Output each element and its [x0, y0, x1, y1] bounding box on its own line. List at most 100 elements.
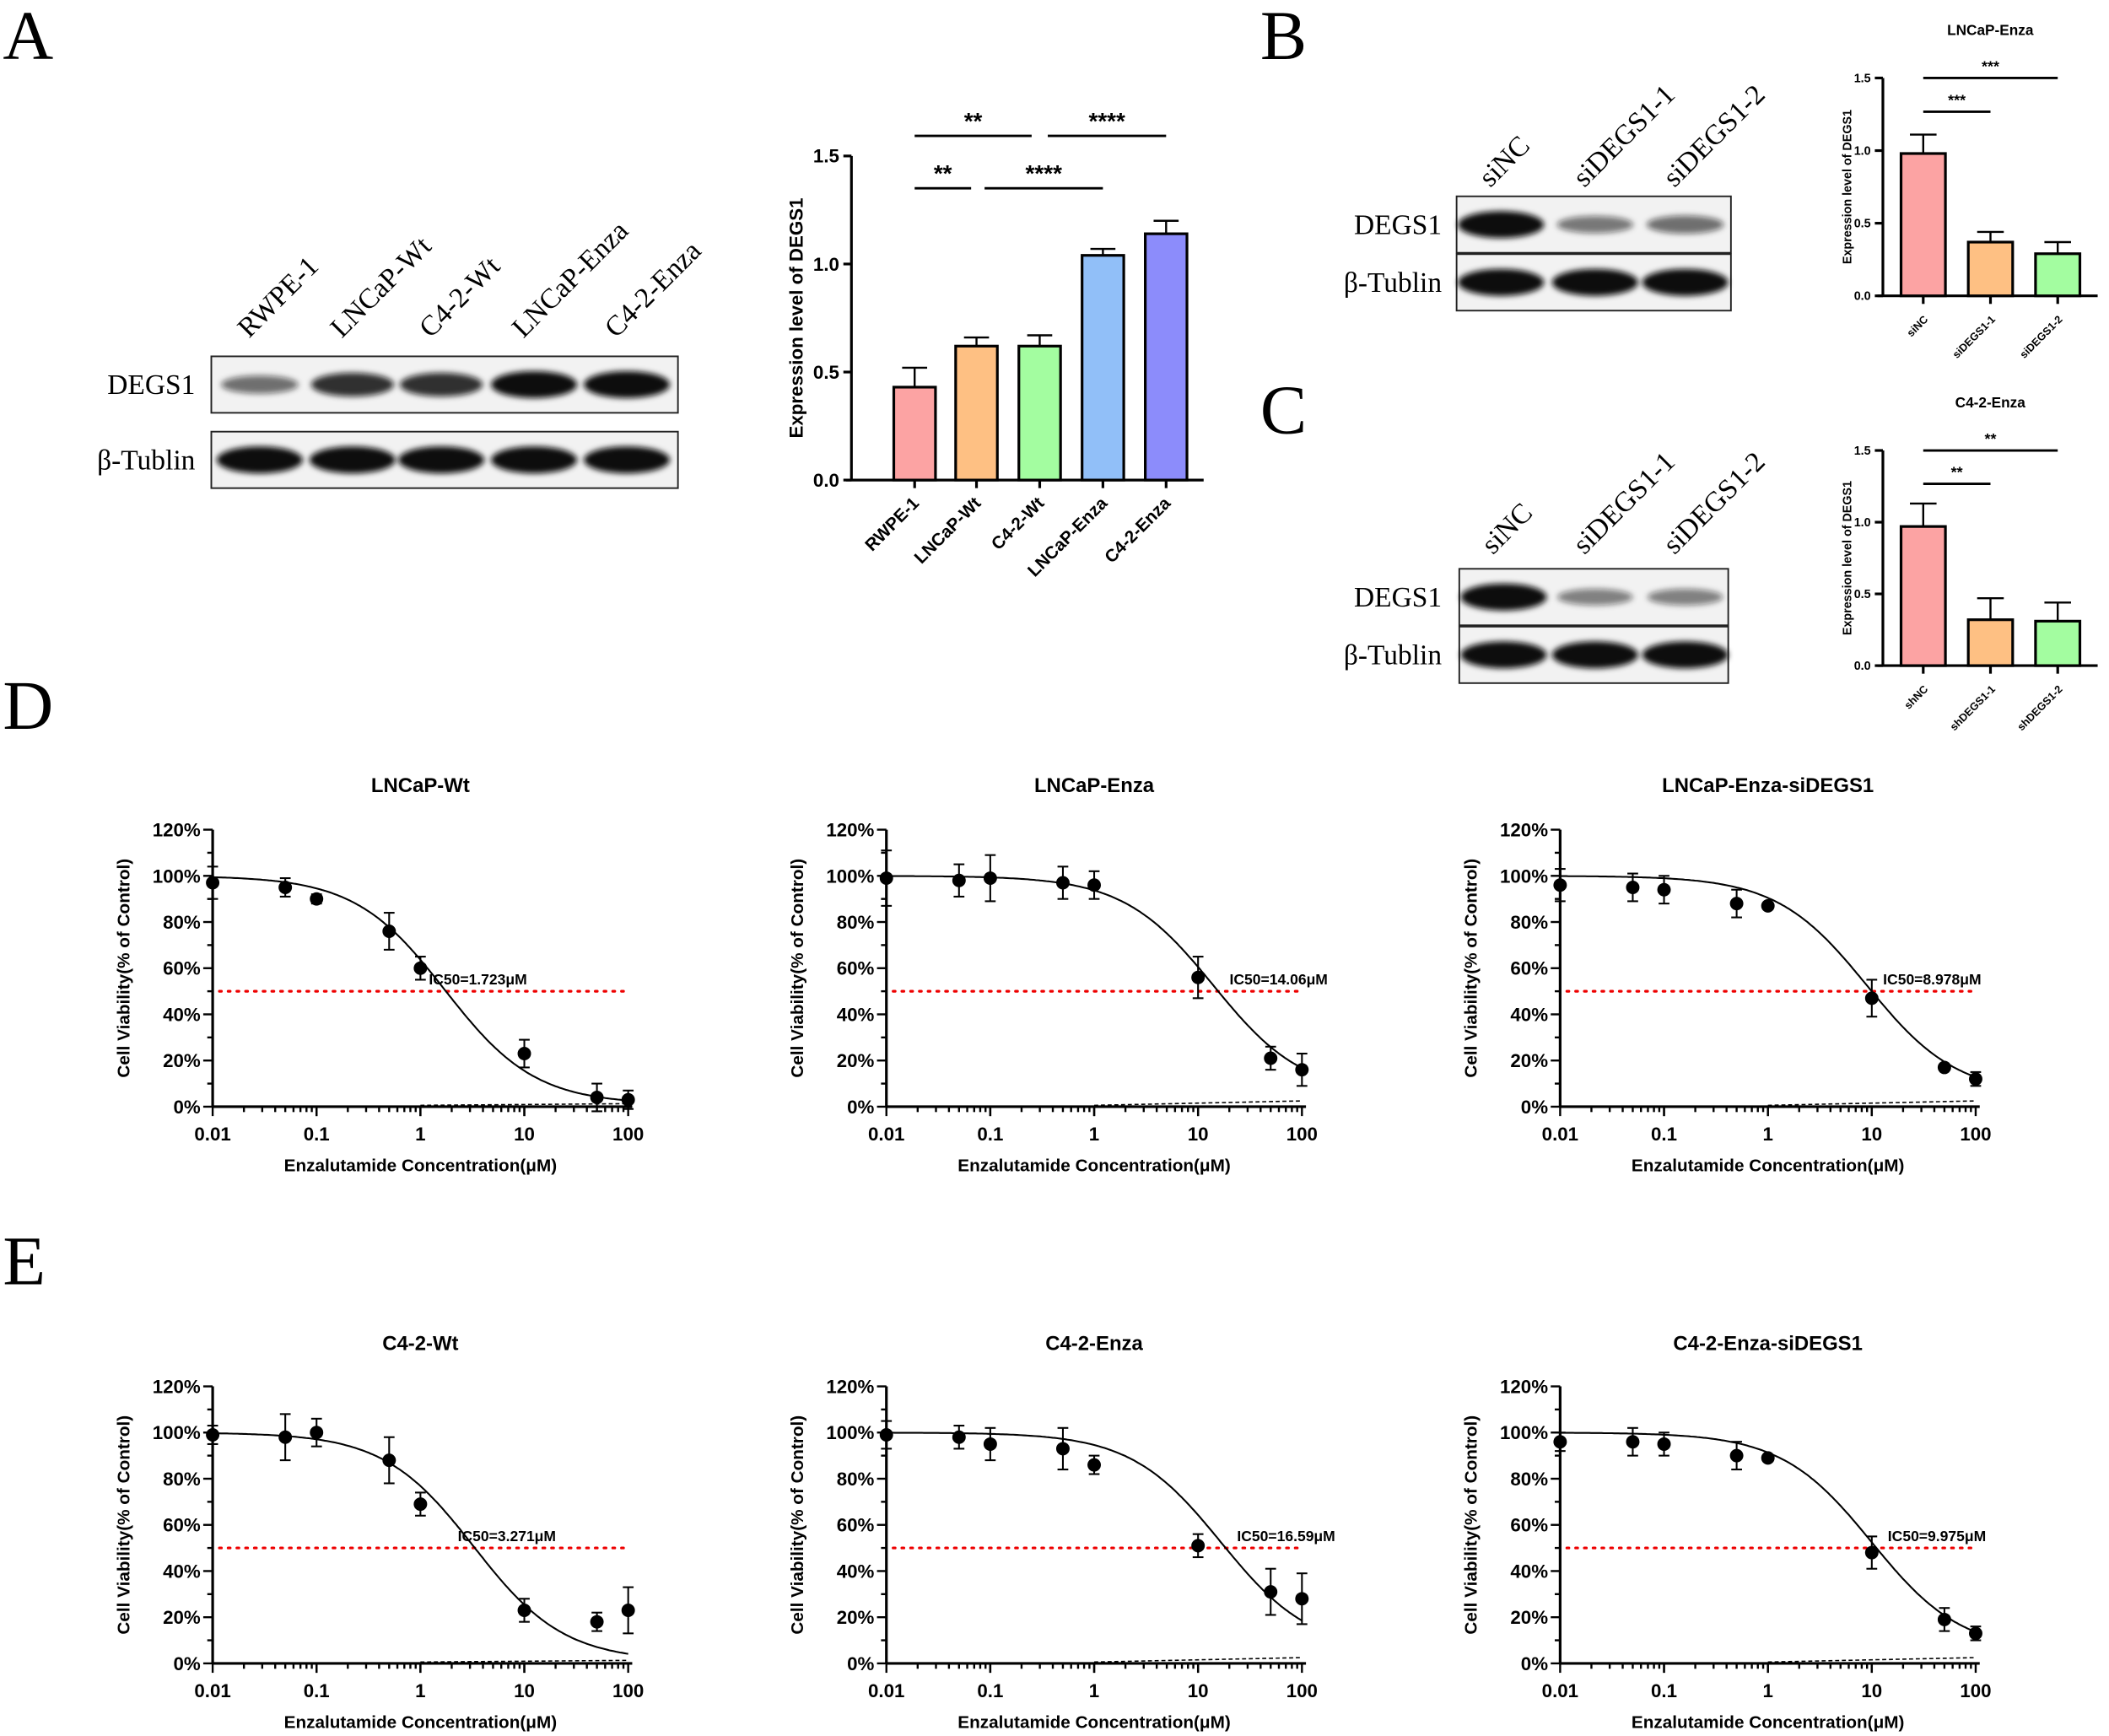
ic50-label: IC50=14.06μM: [1230, 971, 1328, 988]
data-point: [1191, 970, 1206, 984]
fitted-curve: [1560, 875, 1977, 1078]
significance-label: **: [964, 108, 983, 134]
y-tick-label: 1.0: [813, 254, 839, 275]
data-point: [1937, 1612, 1951, 1626]
y-tick-label: 20%: [1510, 1050, 1548, 1071]
band-degs1: [1556, 216, 1634, 234]
y-tick-label: 0.0: [1854, 660, 1871, 673]
y-tick-label: 20%: [837, 1050, 875, 1071]
x-tick-label: 0.1: [1651, 1680, 1677, 1701]
data-point: [1626, 881, 1640, 894]
y-tick-label: 20%: [163, 1607, 201, 1628]
band-degs1: [1460, 583, 1547, 611]
x-tick-label: 0.01: [194, 1124, 230, 1145]
bar-siDEGS1-1: [1966, 240, 2015, 298]
data-point: [382, 1453, 396, 1468]
x-tick-label: 10: [1188, 1680, 1209, 1701]
x-tick-label: C4-2-Wt: [988, 493, 1049, 554]
y-tick-label: 100%: [826, 1422, 874, 1443]
y-tick-label: 120%: [826, 1377, 874, 1398]
data-point: [983, 1437, 997, 1451]
band-degs1: [399, 372, 483, 396]
baseline-dashed: [1767, 1657, 1976, 1663]
x-tick-label: 100: [1286, 1680, 1318, 1701]
bar-siNC: [1899, 152, 1947, 298]
band-tublin: [584, 446, 671, 474]
ic50-label: IC50=9.975μM: [1888, 1528, 1986, 1545]
y-axis-label: Expression level of DEGS1: [1842, 110, 1855, 264]
data-point: [1657, 882, 1671, 897]
band-degs1: [1647, 589, 1723, 606]
y-tick-label: 60%: [837, 1515, 875, 1536]
y-tick-label: 40%: [837, 1561, 875, 1582]
y-tick-label: 120%: [826, 820, 874, 841]
x-tick-label: shDEGS1-1: [1947, 682, 1998, 733]
data-point: [621, 1604, 635, 1617]
band-tublin: [1642, 641, 1729, 669]
y-axis-label: Cell Viability(% of Control): [1462, 1415, 1481, 1635]
data-point: [590, 1091, 604, 1104]
bar-chart-bar_a: 0.0 0.5 1.0 1.5 Expression level of DEGS1 RWP…: [785, 108, 1204, 580]
chart-title: C4-2-Enza: [1045, 1332, 1143, 1355]
data-point: [382, 925, 396, 938]
y-tick-label: 20%: [1510, 1607, 1548, 1628]
y-tick-label: 40%: [163, 1561, 201, 1582]
data-point: [1087, 1458, 1101, 1472]
dose-response-d3: LNCaP-Enza-siDEGS1 0% 20% 40% 60% 80% 100% 120%…: [1462, 774, 1992, 1176]
x-tick-label: 0.01: [194, 1680, 230, 1701]
x-tick-label: 0.1: [304, 1124, 330, 1145]
y-tick-label: 120%: [1500, 1377, 1548, 1398]
band-degs1: [1646, 215, 1724, 234]
x-tick-label: 1: [415, 1680, 425, 1701]
x-tick-label: 0.01: [868, 1124, 904, 1145]
y-tick-label: 40%: [837, 1004, 875, 1025]
chart-title: C4-2-Enza-siDEGS1: [1673, 1332, 1863, 1355]
y-tick-label: 0%: [174, 1653, 201, 1674]
x-tick-label: 100: [612, 1124, 644, 1145]
bar-LNCaP-Wt: [954, 344, 999, 482]
y-tick-label: 0.0: [1854, 290, 1871, 304]
bar-RWPE-1: [892, 385, 937, 482]
y-tick-label: 100%: [153, 1422, 201, 1443]
band-tublin: [1551, 641, 1638, 669]
lane-label: siNC: [1475, 497, 1539, 560]
ic50-label: IC50=1.723μM: [429, 971, 526, 988]
y-tick-label: 1.5: [1854, 72, 1871, 85]
data-point: [413, 961, 428, 975]
band-tublin: [216, 446, 303, 474]
x-tick-label: 1: [1089, 1680, 1099, 1701]
y-tick-label: 0%: [174, 1097, 201, 1118]
x-tick-label: 0.01: [1542, 1124, 1578, 1145]
y-axis-label: Cell Viability(% of Control): [114, 1415, 133, 1635]
significance-label: ****: [1088, 108, 1125, 134]
y-tick-label: 60%: [1510, 1515, 1548, 1536]
x-tick-label: shNC: [1901, 682, 1930, 711]
x-tick-label: 10: [514, 1124, 535, 1145]
blot-label-tublin: β-Tublin: [1344, 639, 1443, 671]
fitted-curve: [213, 1432, 628, 1655]
data-point: [1087, 878, 1101, 892]
significance-label: **: [934, 160, 952, 186]
baseline-dashed: [1094, 1657, 1303, 1663]
band-tublin: [1458, 268, 1545, 296]
significance-label: **: [1951, 464, 1963, 481]
band-tublin: [398, 446, 485, 474]
y-tick-label: 0%: [847, 1097, 874, 1118]
data-point: [1761, 1451, 1775, 1465]
data-point: [517, 1604, 531, 1617]
x-axis-label: Enzalutamide Concentration(μM): [284, 1712, 557, 1732]
y-axis-label: Cell Viability(% of Control): [1462, 859, 1481, 1078]
x-tick-label: 10: [1861, 1680, 1882, 1701]
y-tick-label: 0.0: [813, 470, 839, 491]
y-tick-label: 80%: [163, 912, 201, 933]
blot-label-tublin: β-Tublin: [97, 445, 196, 476]
x-tick-label: 1: [1762, 1124, 1772, 1145]
y-tick-label: 80%: [837, 1469, 875, 1490]
y-tick-label: 120%: [153, 820, 201, 841]
blot-label-degs1: DEGS1: [107, 369, 195, 401]
y-tick-label: 80%: [163, 1469, 201, 1490]
x-tick-label: siNC: [1904, 313, 1930, 339]
x-tick-label: 0.01: [868, 1680, 904, 1701]
data-point: [590, 1615, 604, 1629]
